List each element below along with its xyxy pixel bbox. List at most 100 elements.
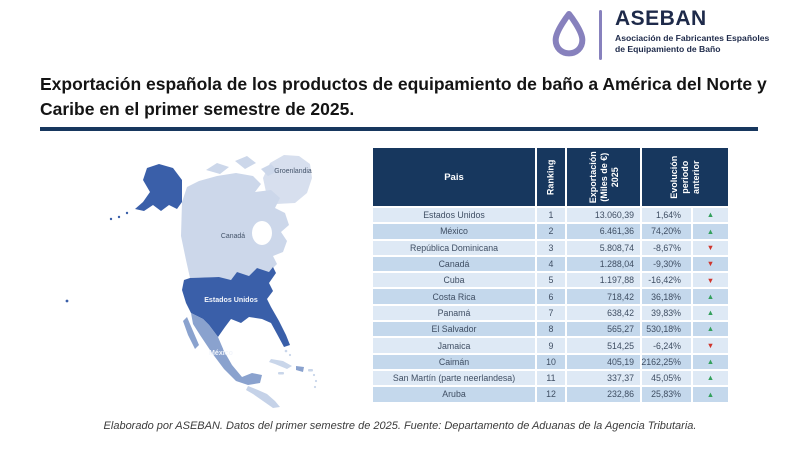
map-label-canada: Canadá <box>221 233 245 240</box>
map-label-usa: Estados Unidos <box>204 296 258 304</box>
table-cell-trend: ▲ <box>693 305 728 321</box>
table-cell-evolution: -8,67% <box>642 240 691 255</box>
table-cell-evolution: 39,83% <box>642 305 691 321</box>
table-cell-trend: ▲ <box>693 354 728 369</box>
table-cell-exports: 337,37 <box>567 370 640 386</box>
table-cell-ranking: 7 <box>537 305 565 321</box>
table-cell-trend: ▲ <box>693 289 728 304</box>
table-cell-country: Panamá <box>373 305 535 321</box>
region-puerto-rico <box>308 369 313 372</box>
table-cell-exports: 405,19 <box>567 354 640 369</box>
header-evolution: Evolución periodo anterior <box>642 148 728 206</box>
region-arctic-islands <box>206 156 278 176</box>
trend-up-icon: ▲ <box>706 373 715 383</box>
brand-subtitle: Asociación de Fabricantes Españoles de E… <box>615 33 769 55</box>
table-cell-ranking: 1 <box>537 208 565 223</box>
brand-name: ASEBAN <box>615 7 707 30</box>
trend-up-icon: ▲ <box>706 389 715 399</box>
table-cell-trend: ▲ <box>693 208 728 223</box>
table-cell-country: Estados Unidos <box>373 208 535 223</box>
water-drop-icon <box>552 11 586 57</box>
table-cell-evolution: 1,64% <box>642 208 691 223</box>
trend-up-icon: ▲ <box>706 291 715 301</box>
table-cell-exports: 638,42 <box>567 305 640 321</box>
region-baja-california <box>183 317 199 349</box>
region-greenland <box>263 155 312 204</box>
table-cell-evolution: 530,18% <box>642 322 691 337</box>
table-cell-evolution: 36,18% <box>642 289 691 304</box>
trend-up-icon: ▲ <box>706 357 715 367</box>
table-cell-trend: ▲ <box>693 322 728 337</box>
region-alaska <box>135 164 182 211</box>
table-cell-country: Jamaica <box>373 338 535 353</box>
table-cell-ranking: 10 <box>537 354 565 369</box>
table-cell-ranking: 3 <box>537 240 565 255</box>
aleutian-island <box>117 215 121 219</box>
table-cell-ranking: 12 <box>537 387 565 402</box>
table-cell-exports: 718,42 <box>567 289 640 304</box>
table-cell-ranking: 8 <box>537 322 565 337</box>
table-cell-evolution: 25,83% <box>642 387 691 402</box>
map-label-mexico: México <box>209 349 234 357</box>
bahamas-island <box>288 353 292 357</box>
table-cell-country: República Dominicana <box>373 240 535 255</box>
table-cell-ranking: 2 <box>537 224 565 239</box>
table-cell-exports: 13.060,39 <box>567 208 640 223</box>
title-underline <box>40 127 758 131</box>
table-cell-evolution: 74,20% <box>642 224 691 239</box>
header-ranking: Ranking <box>537 148 565 206</box>
map-label-greenland: Groenlandia <box>274 168 312 175</box>
aleutian-island <box>109 217 113 221</box>
export-table: Pais Ranking Exportación (Miles de €) 20… <box>373 148 728 402</box>
table-cell-exports: 1.288,04 <box>567 256 640 272</box>
trend-up-icon: ▲ <box>706 210 715 220</box>
table-cell-exports: 1.197,88 <box>567 273 640 288</box>
north-america-map: Groenlandia Canadá Estados Unidos México <box>65 155 318 408</box>
bahamas-island <box>284 349 288 353</box>
table-cell-ranking: 6 <box>537 289 565 304</box>
region-canada <box>181 173 289 280</box>
table-cell-ranking: 11 <box>537 370 565 386</box>
header-exports: Exportación (Miles de €) 2025 <box>567 148 640 206</box>
table-cell-trend: ▲ <box>693 387 728 402</box>
table-cell-evolution: 45,05% <box>642 370 691 386</box>
logo-text-block: ASEBAN Asociación de Fabricantes Español… <box>615 7 769 55</box>
table-cell-ranking: 5 <box>537 273 565 288</box>
table-header-row: Pais Ranking Exportación (Miles de €) 20… <box>373 148 728 206</box>
region-central-america <box>246 386 280 408</box>
table-cell-ranking: 9 <box>537 338 565 353</box>
page-title: Exportación española de los productos de… <box>40 74 767 120</box>
table-cell-trend: ▼ <box>693 273 728 288</box>
region-hispaniola <box>296 366 304 372</box>
table-cell-evolution: -6,24% <box>642 338 691 353</box>
table-cell-exports: 6.461,36 <box>567 224 640 239</box>
table-cell-country: San Martín (parte neerlandesa) <box>373 370 535 386</box>
table-cell-exports: 514,25 <box>567 338 640 353</box>
trend-up-icon: ▲ <box>706 308 715 318</box>
table-cell-trend: ▼ <box>693 338 728 353</box>
region-usa <box>182 267 290 347</box>
brand-subtitle-line2: de Equipamiento de Baño <box>615 44 721 55</box>
trend-down-icon: ▼ <box>706 340 715 350</box>
table-cell-exports: 232,86 <box>567 387 640 402</box>
aleutian-island <box>125 211 129 215</box>
table-cell-trend: ▲ <box>693 224 728 239</box>
table-cell-ranking: 4 <box>537 256 565 272</box>
header-country: Pais <box>373 148 535 206</box>
trend-up-icon: ▲ <box>706 324 715 334</box>
trend-down-icon: ▼ <box>706 259 715 269</box>
table-cell-trend: ▼ <box>693 240 728 255</box>
table-cell-evolution: -9,30% <box>642 256 691 272</box>
table-cell-evolution: -16,42% <box>642 273 691 288</box>
antilles-island <box>313 385 317 389</box>
aseban-logo: ASEBAN Asociación de Fabricantes Español… <box>549 7 769 60</box>
table-cell-country: El Salvador <box>373 322 535 337</box>
antilles-island <box>314 379 318 383</box>
table-cell-country: Cuba <box>373 273 535 288</box>
region-cuba <box>269 359 292 369</box>
region-jamaica <box>278 372 284 375</box>
table-cell-country: Costa Rica <box>373 289 535 304</box>
source-note: Elaborado por ASEBAN. Datos del primer s… <box>103 420 697 432</box>
hawaii-island <box>65 299 69 303</box>
trend-up-icon: ▲ <box>706 226 715 236</box>
